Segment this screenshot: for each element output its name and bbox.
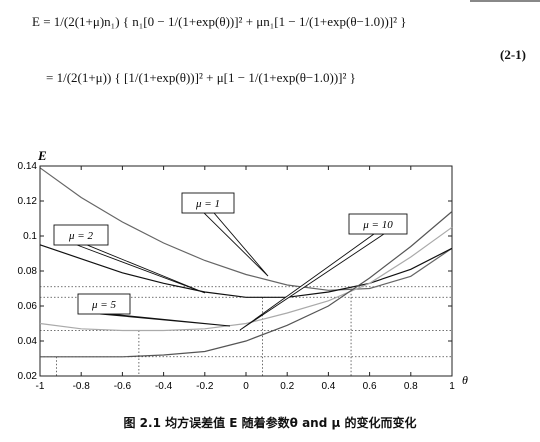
figure-caption: 图 2.1 均方误差值 E 随着参数θ and μ 的变化而变化 (123, 416, 417, 430)
callout-pointer (239, 233, 386, 331)
callout-pointer (202, 212, 269, 277)
x-tick-label: 1 (449, 381, 455, 392)
y-tick-label: 0.06 (18, 301, 38, 312)
equation-line-2: = 1/(2(1+μ)) { [1/(1+exp(θ))]² + μ[1 − 1… (46, 70, 356, 85)
equation-line-1: E = 1/(2(1+μ)n₁) { n₁[0 − 1/(1+exp(θ))]²… (32, 14, 407, 29)
series-line-3 (39, 226, 453, 332)
x-tick-label: -0.8 (73, 381, 91, 392)
x-tick-label: 0.4 (321, 381, 335, 392)
callout-box (53, 224, 109, 246)
x-tick-label: -0.2 (196, 381, 214, 392)
callout-label: μ = 1 (195, 198, 220, 210)
callout-box (181, 192, 235, 214)
x-axis-title: θ (462, 373, 468, 387)
x-tick-label: -0.4 (155, 381, 173, 392)
callout-label: μ = 5 (91, 299, 116, 311)
plot-area-frame (39, 165, 453, 377)
x-tick-label: 0 (243, 381, 249, 392)
y-tick-label: 0.12 (18, 196, 38, 207)
y-axis-title: E (37, 148, 47, 163)
series-line-4 (40, 211, 453, 358)
callout-box (348, 213, 408, 235)
series-line-2 (39, 244, 453, 298)
series-line-1 (39, 167, 453, 291)
callout-pointer (99, 313, 231, 327)
top-rule (470, 0, 540, 2)
x-tick-label: -0.6 (114, 381, 132, 392)
y-tick-label: 0.08 (18, 266, 38, 277)
callout-label: μ = 2 (68, 230, 93, 242)
x-tick-label: 0.6 (363, 381, 377, 392)
equation-number: (2-1) (500, 47, 526, 62)
callout-box (77, 293, 131, 315)
x-tick-label: 0.8 (404, 381, 418, 392)
y-tick-label: 0.14 (18, 161, 38, 172)
x-tick-label: 0.2 (280, 381, 294, 392)
y-tick-label: 0.04 (18, 336, 38, 347)
x-tick-label: -1 (36, 381, 45, 392)
callout-label: μ = 10 (362, 219, 393, 231)
y-tick-label: 0.02 (18, 371, 38, 382)
y-tick-label: 0.1 (23, 231, 37, 242)
